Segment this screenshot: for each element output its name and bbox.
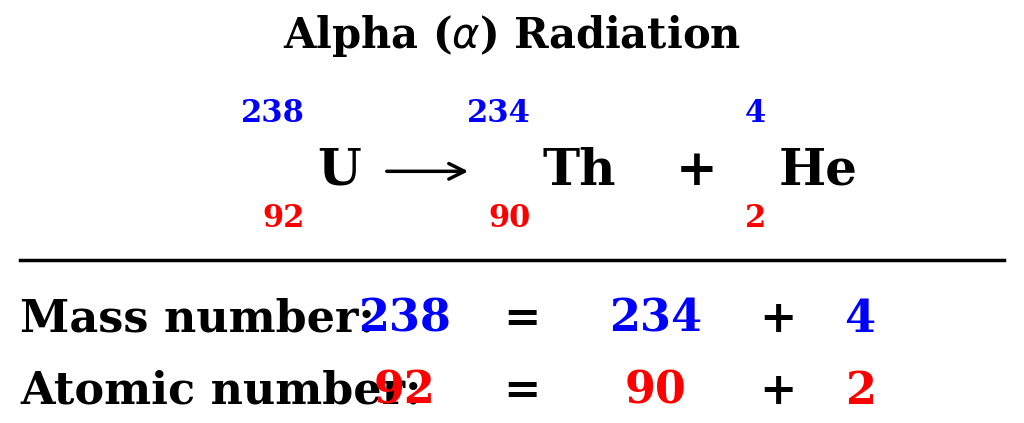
Text: 238: 238 xyxy=(242,98,305,129)
Text: 90: 90 xyxy=(625,370,686,413)
Text: =: = xyxy=(504,370,541,413)
Text: He: He xyxy=(778,147,857,196)
Text: 2: 2 xyxy=(744,203,766,234)
Text: Atomic number:: Atomic number: xyxy=(20,370,422,413)
Text: 4: 4 xyxy=(744,98,766,129)
Text: 4: 4 xyxy=(845,298,876,341)
Text: 238: 238 xyxy=(358,298,451,341)
Text: 234: 234 xyxy=(467,98,530,129)
Text: Mass number:: Mass number: xyxy=(20,298,376,341)
Text: 90: 90 xyxy=(488,203,530,234)
Text: 2: 2 xyxy=(845,370,876,413)
Text: Alpha ($\alpha$) Radiation: Alpha ($\alpha$) Radiation xyxy=(283,13,741,59)
Text: +: + xyxy=(676,147,717,196)
Text: +: + xyxy=(760,298,797,341)
Text: Th: Th xyxy=(543,147,616,196)
Text: 92: 92 xyxy=(263,203,305,234)
Text: 92: 92 xyxy=(374,370,435,413)
Text: U: U xyxy=(317,147,361,196)
Text: 234: 234 xyxy=(609,298,701,341)
Text: +: + xyxy=(760,370,797,413)
Text: =: = xyxy=(504,298,541,341)
